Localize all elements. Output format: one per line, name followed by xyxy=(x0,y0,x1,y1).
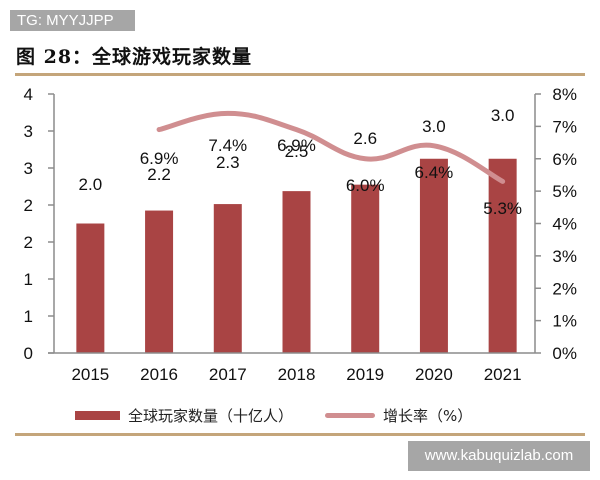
left-tick-label: 3 xyxy=(24,159,33,178)
growth-line xyxy=(156,110,506,184)
legend: 全球玩家数量（十亿人） 增长率（%） xyxy=(75,403,504,427)
bar-2017 xyxy=(213,204,242,353)
bar-2018 xyxy=(282,191,311,353)
growth-value-label: 6.9% xyxy=(277,136,316,155)
bar-2021 xyxy=(488,158,517,353)
left-tick-label: 3 xyxy=(24,122,33,141)
right-tick-label: 1% xyxy=(552,312,577,331)
left-tick-label: 4 xyxy=(24,85,33,104)
x-tick-label: 2021 xyxy=(484,365,522,384)
right-tick-label: 3% xyxy=(552,247,577,266)
x-tick-label: 2020 xyxy=(415,365,453,384)
left-tick-label: 2 xyxy=(24,233,33,252)
data-labels: 2.0 2.2 2.3 2.5 2.6 3.0 3.0 6.9% 7.4% 6.9% 6.0% 6.4… xyxy=(79,106,522,218)
x-tick-label: 2019 xyxy=(346,365,384,384)
growth-value-label: 6.0% xyxy=(346,176,385,195)
bar-2020 xyxy=(419,158,448,353)
bar-value-label: 2.5 xyxy=(285,142,309,161)
x-axis: 2015 2016 2017 2018 2019 2020 2021 xyxy=(48,352,535,384)
left-tick-label: 1 xyxy=(24,270,33,289)
growth-value-label: 6.9% xyxy=(140,149,179,168)
left-tick-label: 1 xyxy=(24,307,33,326)
right-tick-label: 6% xyxy=(552,150,577,169)
bar-2019 xyxy=(351,184,380,353)
right-tick-label: 5% xyxy=(552,182,577,201)
growth-value-label: 6.4% xyxy=(415,163,454,182)
watermark-top: TG: MYYJJPP xyxy=(10,10,135,31)
watermark-bottom: www.kabuquizlab.com xyxy=(408,441,590,471)
legend-label-players: 全球玩家数量（十亿人） xyxy=(128,406,294,425)
right-tick-label: 2% xyxy=(552,279,577,298)
left-tick-label: 2 xyxy=(24,196,33,215)
bar-swatch-icon xyxy=(75,410,120,420)
x-tick-label: 2018 xyxy=(278,365,316,384)
bar-series xyxy=(76,158,517,353)
bar-value-label: 3.0 xyxy=(422,117,446,136)
figure-title: 图 28：全球游戏玩家数量 xyxy=(16,46,253,68)
growth-value-label: 5.3% xyxy=(483,199,522,218)
right-tick-label: 4% xyxy=(552,215,577,234)
x-tick-label: 2015 xyxy=(71,365,109,384)
growth-value-label: 7.4% xyxy=(208,136,247,155)
bar-value-label: 2.2 xyxy=(147,165,171,184)
bar-value-label: 2.0 xyxy=(79,175,103,194)
right-tick-label: 7% xyxy=(552,117,577,136)
bar-value-label: 2.3 xyxy=(216,153,240,172)
growth-line-series xyxy=(156,110,506,184)
left-tick-label: 0 xyxy=(24,344,33,363)
bar-2016 xyxy=(145,210,174,353)
left-y-axis: 4 3 3 2 2 1 1 0 xyxy=(24,85,55,363)
legend-item-growth: 增长率（%） xyxy=(325,405,472,426)
x-tick-label: 2017 xyxy=(209,365,247,384)
line-swatch-icon xyxy=(325,412,376,418)
bottom-divider xyxy=(15,433,585,436)
legend-item-players: 全球玩家数量（十亿人） xyxy=(75,405,293,426)
bar-value-label: 2.6 xyxy=(353,129,377,148)
right-tick-label: 8% xyxy=(552,85,577,104)
right-y-axis: 8% 7% 6% 5% 4% 3% 2% 1% 0% xyxy=(534,85,577,363)
legend-label-growth: 增长率（%） xyxy=(383,406,473,425)
bar-2015 xyxy=(76,223,105,353)
bar-value-label: 3.0 xyxy=(491,106,515,125)
top-divider xyxy=(15,73,585,76)
x-tick-label: 2016 xyxy=(140,365,178,384)
right-tick-label: 0% xyxy=(552,344,577,363)
